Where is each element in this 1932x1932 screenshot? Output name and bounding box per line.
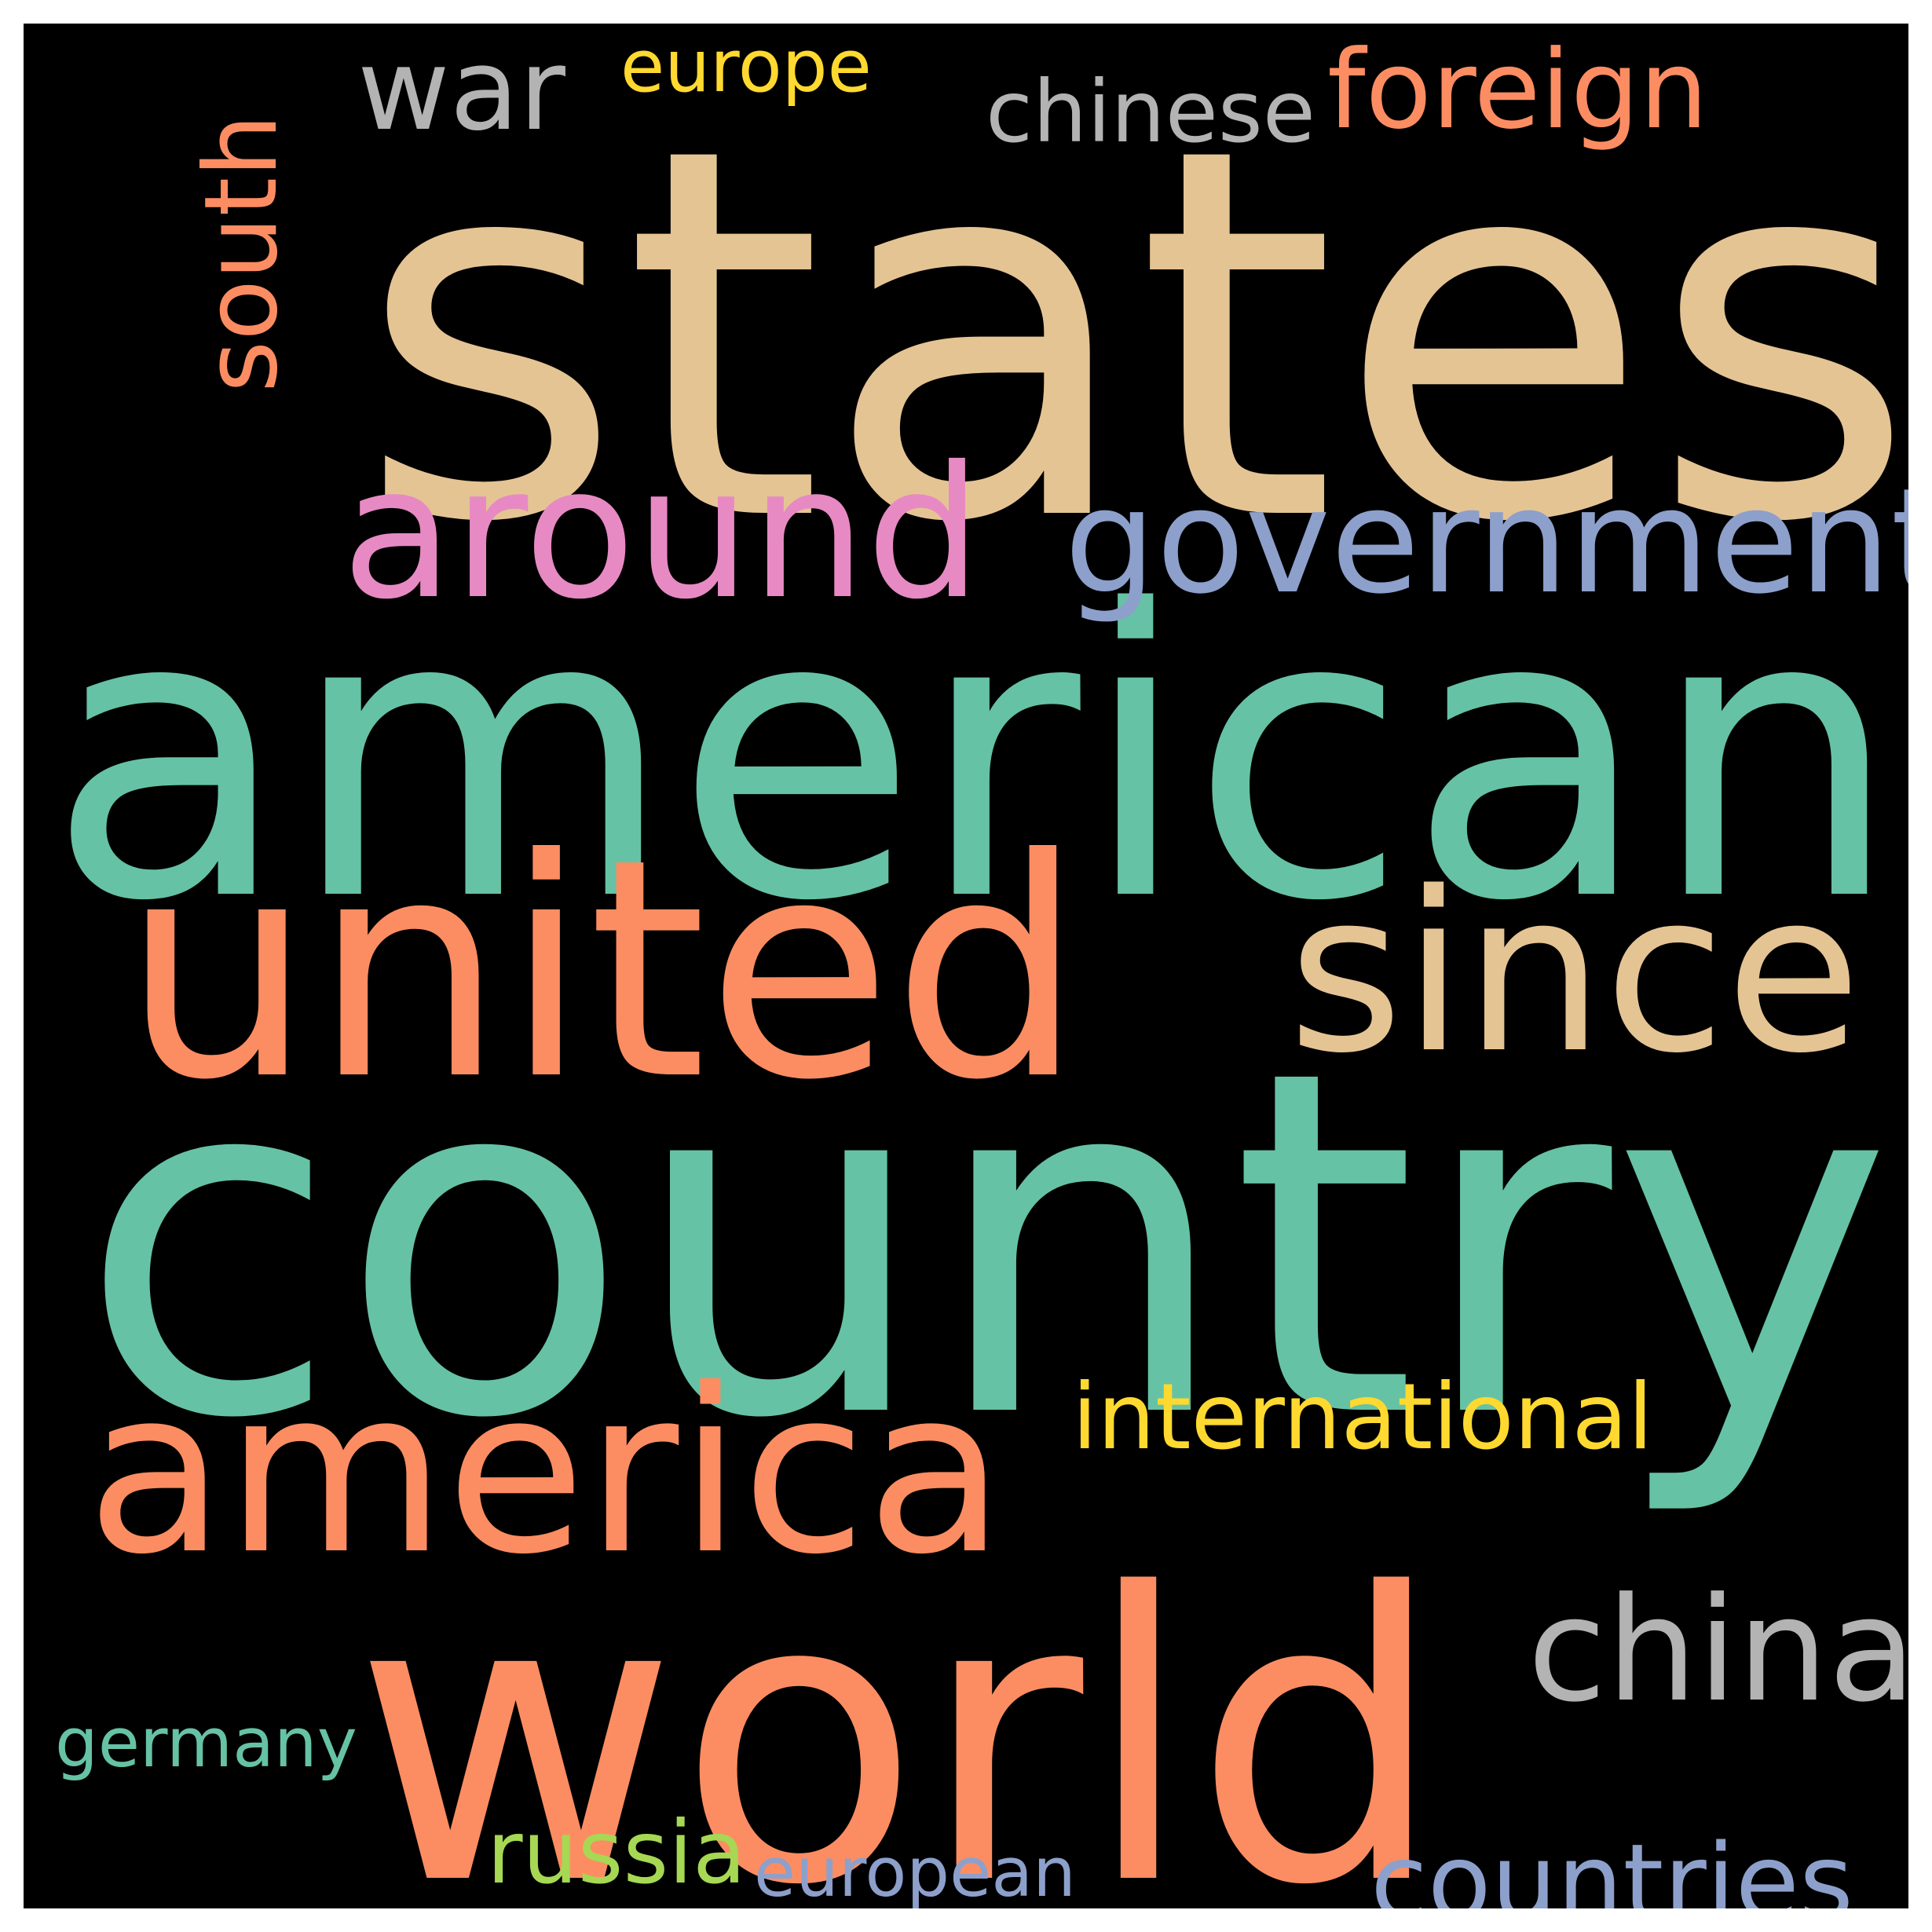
word-united: united	[122, 793, 1084, 1146]
word-foreign: foreign	[1327, 27, 1708, 153]
word-south: south	[182, 114, 299, 393]
word-european: european	[754, 1833, 1076, 1908]
word-states: states	[357, 40, 1908, 635]
word-america: america	[86, 1340, 1005, 1605]
word-chinese: chinese	[986, 61, 1315, 162]
word-cloud: states american country world united ame…	[24, 24, 1908, 1908]
word-american: american	[47, 527, 1901, 988]
word-europe: europe	[620, 24, 872, 109]
word-germany: germany	[55, 1703, 357, 1783]
word-government: government	[1064, 456, 1908, 626]
word-international: international	[1072, 1363, 1653, 1470]
word-since: since	[1288, 845, 1861, 1103]
word-country: country	[79, 970, 1893, 1523]
word-world: world	[353, 1510, 1445, 1908]
word-china: china	[1528, 1567, 1908, 1735]
word-war: war	[357, 24, 565, 156]
word-countries: countries	[1370, 1822, 1853, 1908]
word-around: around	[342, 427, 982, 640]
word-russia: russia	[487, 1802, 746, 1904]
